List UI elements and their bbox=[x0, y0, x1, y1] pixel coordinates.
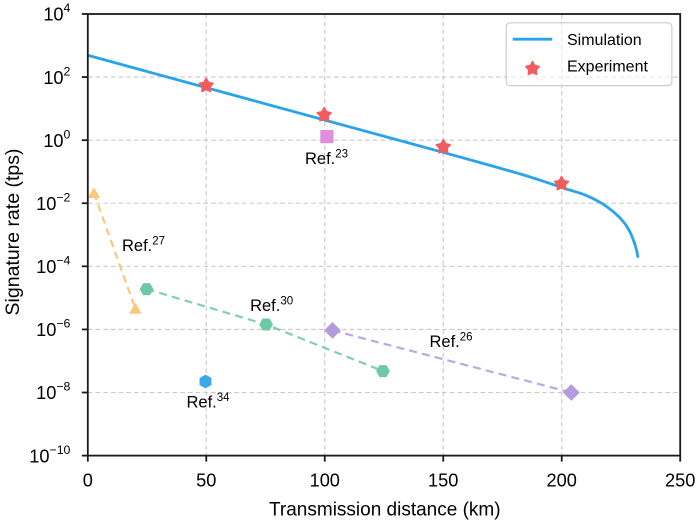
svg-text:100: 100 bbox=[310, 471, 340, 491]
svg-text:150: 150 bbox=[428, 471, 458, 491]
svg-text:0: 0 bbox=[83, 471, 93, 491]
svg-text:200: 200 bbox=[547, 471, 577, 491]
svg-text:Signature rate (tps): Signature rate (tps) bbox=[2, 149, 24, 316]
svg-text:50: 50 bbox=[196, 471, 216, 491]
svg-text:Transmission distance (km): Transmission distance (km) bbox=[269, 499, 501, 520]
svg-text:Simulation: Simulation bbox=[567, 32, 642, 49]
svg-text:250: 250 bbox=[665, 471, 695, 491]
svg-text:Experiment: Experiment bbox=[567, 58, 648, 75]
